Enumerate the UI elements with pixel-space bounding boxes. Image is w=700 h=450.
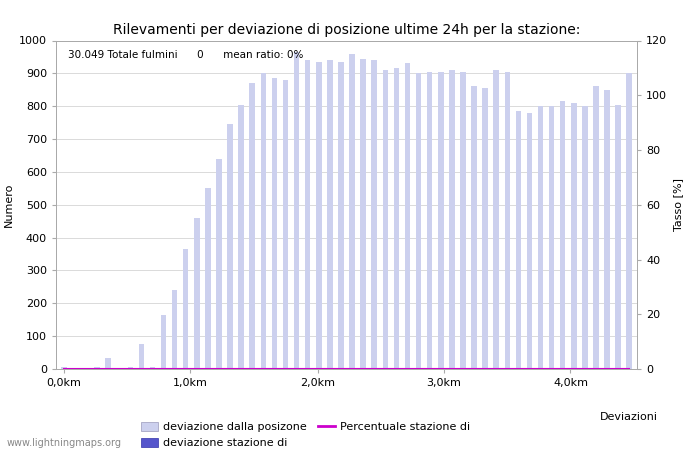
- Bar: [416, 73, 421, 369]
- Bar: [427, 72, 433, 369]
- Bar: [94, 367, 100, 369]
- Y-axis label: Tasso [%]: Tasso [%]: [673, 178, 682, 231]
- Bar: [105, 357, 111, 369]
- Bar: [61, 367, 66, 369]
- Bar: [538, 106, 543, 369]
- Bar: [372, 60, 377, 369]
- Bar: [294, 52, 300, 369]
- Bar: [183, 249, 188, 369]
- Bar: [471, 86, 477, 369]
- Bar: [228, 124, 233, 369]
- Bar: [505, 72, 510, 369]
- Bar: [526, 113, 532, 369]
- Bar: [382, 70, 388, 369]
- Bar: [560, 101, 566, 369]
- Bar: [549, 106, 554, 369]
- Bar: [593, 86, 598, 369]
- Bar: [316, 62, 321, 369]
- Bar: [393, 68, 399, 369]
- Bar: [194, 218, 199, 369]
- Bar: [460, 72, 466, 369]
- Bar: [626, 73, 632, 369]
- Bar: [150, 367, 155, 369]
- Bar: [305, 60, 311, 369]
- Bar: [161, 315, 167, 369]
- Bar: [494, 70, 499, 369]
- Text: Deviazioni: Deviazioni: [600, 412, 658, 422]
- Bar: [127, 367, 133, 369]
- Bar: [172, 290, 177, 369]
- Bar: [360, 58, 366, 369]
- Bar: [405, 63, 410, 369]
- Bar: [272, 78, 277, 369]
- Bar: [205, 188, 211, 369]
- Bar: [327, 60, 332, 369]
- Bar: [239, 104, 244, 369]
- Text: 30.049 Totale fulmini      0      mean ratio: 0%: 30.049 Totale fulmini 0 mean ratio: 0%: [68, 50, 303, 60]
- Text: www.lightningmaps.org: www.lightningmaps.org: [7, 438, 122, 448]
- Bar: [571, 103, 577, 369]
- Bar: [283, 80, 288, 369]
- Bar: [216, 159, 222, 369]
- Bar: [139, 344, 144, 369]
- Bar: [438, 72, 444, 369]
- Bar: [582, 106, 588, 369]
- Y-axis label: Numero: Numero: [4, 183, 13, 227]
- Bar: [482, 88, 488, 369]
- Bar: [604, 90, 610, 369]
- Bar: [249, 83, 255, 369]
- Bar: [615, 104, 621, 369]
- Bar: [449, 70, 454, 369]
- Legend: deviazione dalla posizone, deviazione stazione di, Percentuale stazione di: deviazione dalla posizone, deviazione st…: [136, 417, 475, 450]
- Bar: [260, 73, 266, 369]
- Title: Rilevamenti per deviazione di posizione ultime 24h per la stazione:: Rilevamenti per deviazione di posizione …: [113, 22, 580, 36]
- Bar: [516, 111, 521, 369]
- Bar: [338, 62, 344, 369]
- Bar: [349, 54, 355, 369]
